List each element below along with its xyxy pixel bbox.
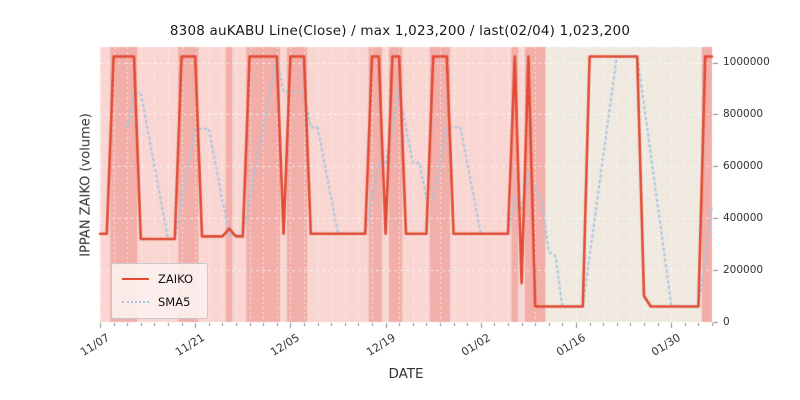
- legend-item-sma5: SMA5: [122, 295, 193, 309]
- y-tick-label: 200000: [723, 263, 764, 276]
- y-axis-label: IPPAN ZAIKO (volume): [78, 113, 94, 257]
- y-tick-label: 1000000: [723, 56, 770, 69]
- legend-label-sma5: SMA5: [158, 295, 191, 309]
- y-tick-label: 400000: [723, 211, 764, 224]
- sma5-line-swatch: [122, 301, 149, 303]
- chart-title: 8308 auKABU Line(Close) / max 1,023,200 …: [169, 23, 631, 39]
- y-tick-label: 0: [723, 315, 730, 328]
- legend: ZAIKO SMA5: [111, 263, 209, 319]
- zaiko-line-swatch: [122, 278, 149, 280]
- y-tick-label: 600000: [723, 159, 764, 172]
- x-axis-label: DATE: [388, 366, 424, 382]
- y-tick-label: 800000: [723, 107, 764, 120]
- legend-label-zaiko: ZAIKO: [158, 272, 194, 286]
- legend-item-zaiko: ZAIKO: [122, 272, 193, 286]
